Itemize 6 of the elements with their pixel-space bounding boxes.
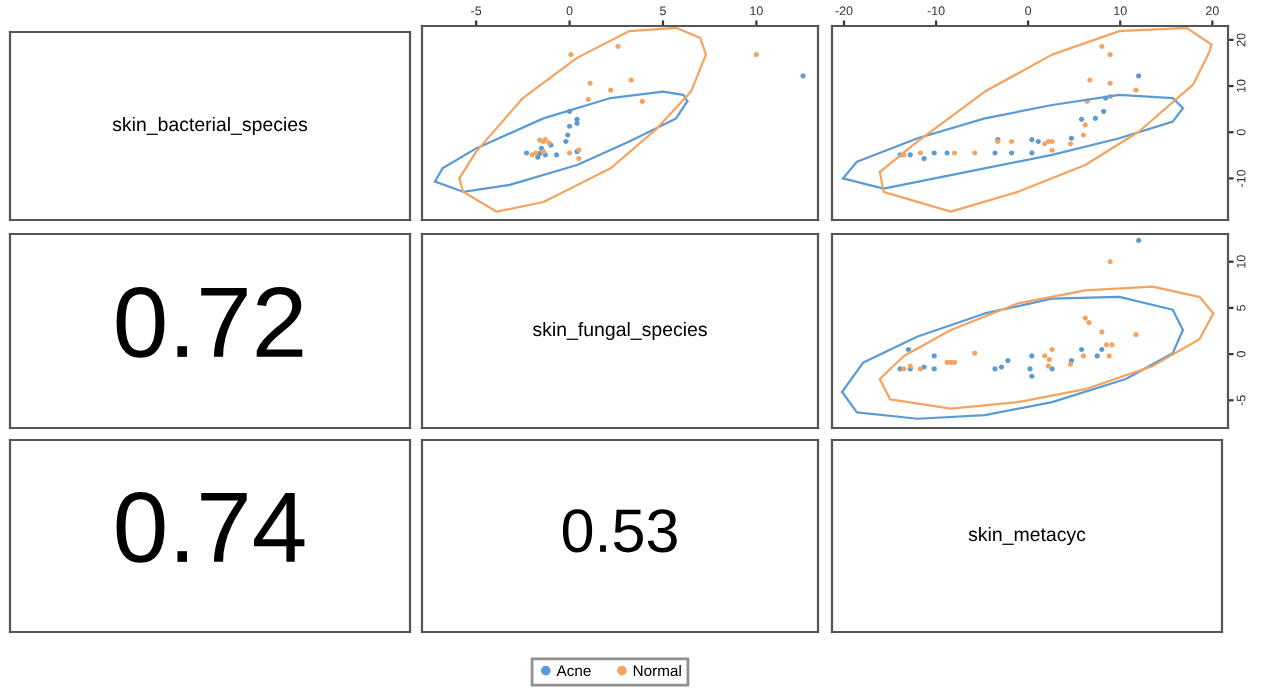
text: 0.74 — [116, 492, 305, 563]
text: 0.72 — [116, 287, 303, 358]
text: 0.53 — [562, 509, 677, 553]
text: skin_fungal_species — [532, 321, 707, 341]
text: skin_bacterial_species — [112, 116, 308, 136]
text: skin_metacyc — [968, 526, 1086, 546]
